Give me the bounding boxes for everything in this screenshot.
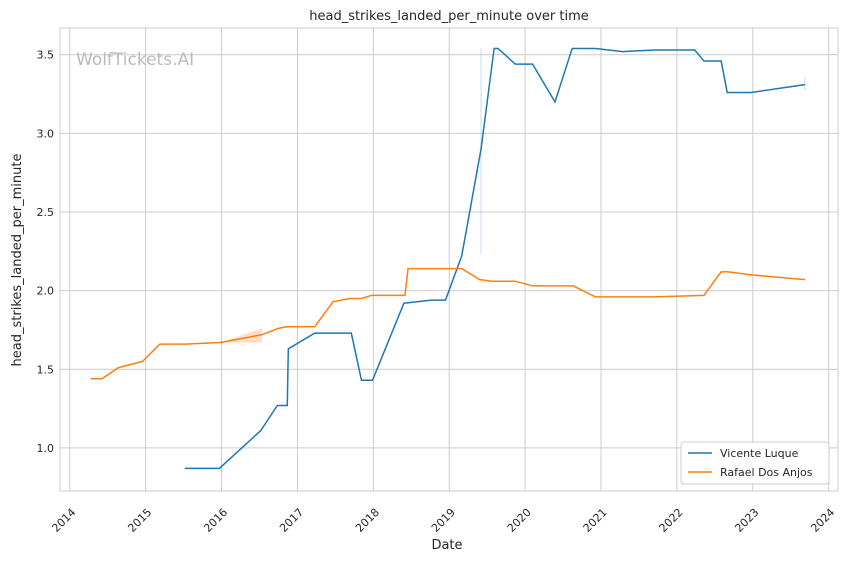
y-tick-label: 1.5 — [37, 363, 55, 376]
x-tick-label: 2015 — [125, 506, 154, 535]
legend: Vicente Luque Rafael Dos Anjos — [680, 441, 830, 485]
y-tick-label: 2.5 — [37, 206, 55, 219]
y-tick-label: 3.0 — [37, 127, 55, 140]
x-tick-label: 2016 — [201, 506, 230, 535]
x-tick-label: 2024 — [808, 506, 837, 535]
x-tick-label: 2019 — [429, 506, 458, 535]
x-tick-label: 2017 — [277, 506, 306, 535]
watermark: WolfTickets.AI — [76, 50, 194, 70]
x-tick-label: 2023 — [732, 506, 761, 535]
x-tick-label: 2014 — [49, 506, 78, 535]
y-tick-label: 2.0 — [37, 285, 55, 298]
x-tick-label: 2020 — [505, 506, 534, 535]
chart-title: head_strikes_landed_per_minute over time — [309, 9, 589, 24]
legend-box — [680, 441, 830, 485]
x-tick-label: 2022 — [657, 506, 686, 535]
x-axis-label: Date — [431, 538, 462, 553]
legend-label: Rafael Dos Anjos — [720, 466, 813, 479]
y-tick-label: 1.0 — [37, 442, 55, 455]
x-tick-label: 2018 — [353, 506, 382, 535]
series-line-1 — [90, 267, 806, 380]
legend-label: Vicente Luque — [720, 447, 799, 460]
y-axis-label: head_strikes_landed_per_minute — [10, 154, 25, 367]
series-line-0 — [184, 47, 806, 470]
confidence-band — [220, 328, 262, 343]
y-tick-label: 3.5 — [37, 49, 55, 62]
x-tick-label: 2021 — [581, 506, 610, 535]
